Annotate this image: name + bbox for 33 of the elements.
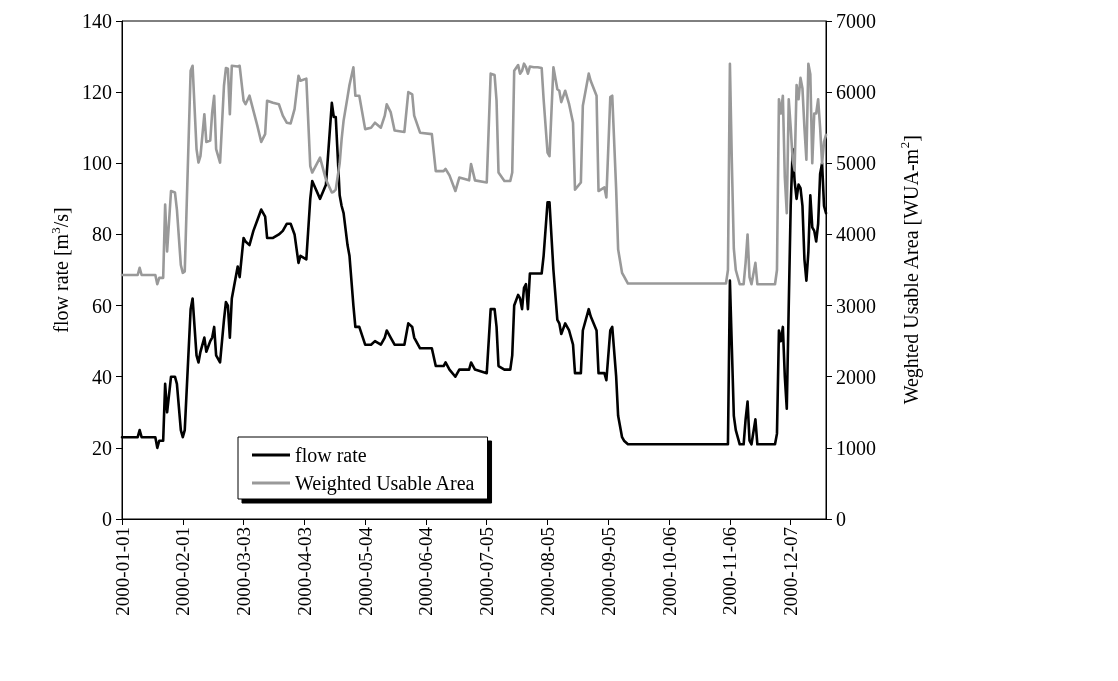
x-tick-label: 2000-11-06 xyxy=(719,527,741,615)
y-tick-label: 60 xyxy=(92,294,112,317)
x-tick-label: 2000-06-04 xyxy=(415,526,437,616)
y2-tick-label: 0 xyxy=(836,508,846,530)
y-axis-title: flow rate [m3/s] xyxy=(47,207,73,333)
line-series xyxy=(120,62,828,286)
x-tick-label: 2000-08-05 xyxy=(537,527,559,616)
y-tick-label: 0 xyxy=(102,508,112,530)
x-tick-label: 2000-10-06 xyxy=(658,527,680,616)
x-tick-label: 2000-03-03 xyxy=(233,527,255,616)
x-tick-label: 2000-07-05 xyxy=(476,527,498,616)
legend-label: flow rate xyxy=(295,444,367,466)
y2-axis-title: Weghted Usable Area [WUA-m2] xyxy=(897,135,923,405)
y2-tick-label: 4000 xyxy=(836,223,876,246)
y-tick-label: 140 xyxy=(82,10,112,32)
x-tick-label: 2000-09-05 xyxy=(597,527,619,616)
y2-tick-label: 6000 xyxy=(836,81,876,104)
y-tick-label: 100 xyxy=(82,152,112,175)
legend-label: Weighted Usable Area xyxy=(295,472,475,495)
x-tick-label: 2000-04-03 xyxy=(293,527,315,616)
y-tick-label: 120 xyxy=(82,81,112,104)
y-tick-label: 20 xyxy=(92,436,112,459)
x-tick-label: 2000-12-07 xyxy=(780,527,802,616)
y2-tick-label: 1000 xyxy=(836,436,876,459)
y2-tick-label: 7000 xyxy=(836,10,876,32)
y-tick-label: 80 xyxy=(92,223,112,246)
y2-tick-label: 5000 xyxy=(836,152,876,175)
y-tick-label: 40 xyxy=(92,365,112,388)
y2-tick-label: 3000 xyxy=(836,294,876,317)
x-tick-label: 2000-01-01 xyxy=(111,527,133,616)
x-tick-label: 2000-05-04 xyxy=(354,526,376,616)
x-tick-label: 2000-02-01 xyxy=(172,527,194,616)
y2-tick-label: 2000 xyxy=(836,365,876,388)
